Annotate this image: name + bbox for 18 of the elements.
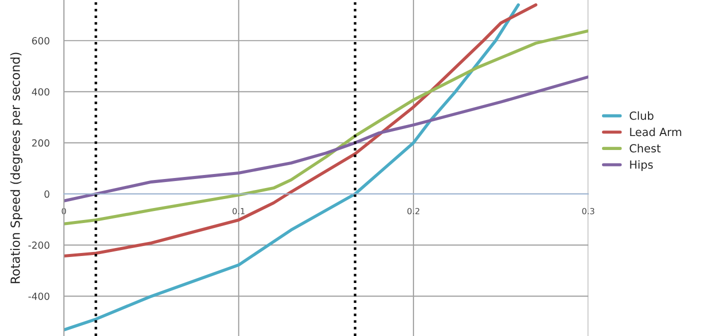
- line-series: [64, 3, 538, 258]
- y-tick-label: -200: [28, 242, 50, 249]
- line-series: [64, 3, 520, 332]
- y-tick-label: 0: [44, 190, 50, 198]
- legend-label: Club: [630, 111, 654, 120]
- y-tick-label: -400: [28, 292, 50, 300]
- line-series: [64, 75, 588, 202]
- x-tick-label: 0.1: [232, 208, 245, 214]
- x-tick-label: 0.3: [582, 208, 594, 214]
- y-tick-label: 400: [32, 88, 50, 96]
- legend-label: Hips: [630, 160, 653, 171]
- legend-label: Chest: [630, 144, 661, 152]
- y-axis-title: Rotation Speed (degrees per second): [10, 52, 22, 284]
- x-tick-label: 0.2: [407, 208, 420, 214]
- y-tick-label: 600: [32, 37, 50, 44]
- y-tick-label: 200: [32, 139, 50, 147]
- legend-label: Lead Arm: [630, 128, 682, 136]
- x-tick-label: 0: [62, 208, 66, 214]
